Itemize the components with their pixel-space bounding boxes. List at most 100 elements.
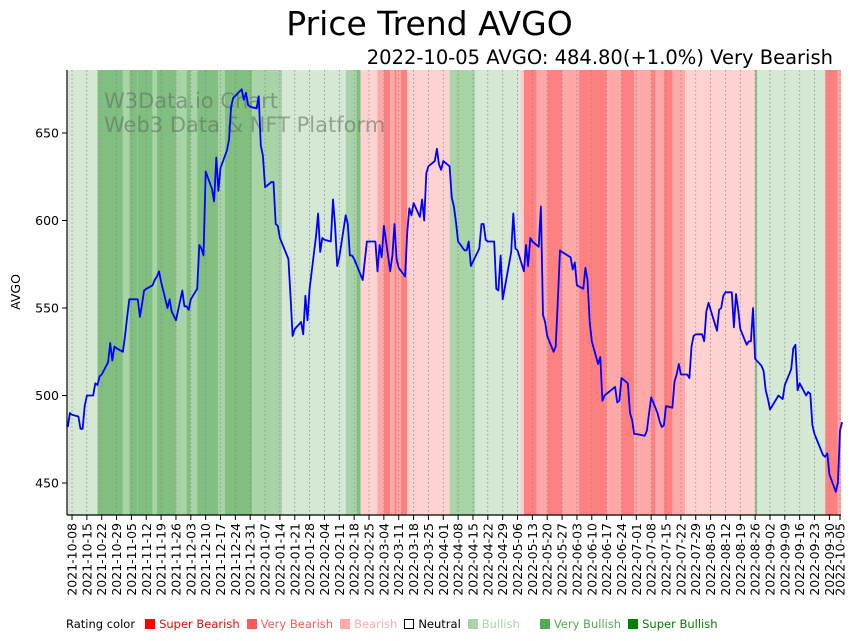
legend-swatch — [467, 619, 478, 629]
x-tick-label: 2022-07-15 — [659, 523, 674, 596]
rating-band — [547, 70, 563, 515]
rating-band — [579, 70, 607, 515]
x-tick-label: 2022-06-24 — [614, 523, 629, 596]
rating-band — [390, 70, 395, 515]
rating-band — [685, 70, 756, 515]
x-tick-label: 2022-01-14 — [272, 523, 287, 596]
rating-band — [651, 70, 656, 515]
x-tick-label: 2022-03-25 — [421, 523, 436, 596]
x-tick-label: 2022-09-09 — [777, 523, 792, 596]
x-tick-label: 2022-04-15 — [465, 523, 480, 596]
x-tick-label: 2022-05-06 — [510, 523, 525, 596]
legend-item-very-bullish: Very Bullish — [539, 617, 621, 631]
x-tick-label: 2022-01-07 — [258, 523, 273, 596]
x-tick-label: 2022-03-04 — [376, 523, 391, 596]
rating-band — [634, 70, 652, 515]
rating-band — [396, 70, 401, 515]
x-tick-label: 2022-04-29 — [495, 523, 510, 596]
x-tick-label: 2022-04-22 — [480, 523, 495, 596]
rating-band — [755, 70, 758, 515]
x-tick-label: 2022-08-19 — [733, 523, 748, 596]
x-tick-label: 2021-11-26 — [168, 523, 183, 596]
rating-band — [67, 70, 98, 515]
rating-band — [519, 70, 524, 515]
legend-label: Neutral — [418, 617, 461, 631]
x-tick-label: 2022-04-01 — [436, 523, 451, 596]
x-tick-label: 2022-06-10 — [584, 523, 599, 596]
x-tick-label: 2021-10-29 — [109, 523, 124, 596]
rating-band — [152, 70, 157, 515]
rating-band — [224, 70, 253, 515]
rating-band — [137, 70, 153, 515]
chart-title: Price Trend AVGO — [286, 4, 573, 43]
rating-band — [156, 70, 176, 515]
x-tick-label: 2021-12-10 — [198, 523, 213, 596]
x-tick-label: 2022-01-21 — [287, 523, 302, 596]
x-tick-label: 2022-06-17 — [599, 523, 614, 596]
rating-band — [655, 70, 664, 515]
legend-swatch — [340, 619, 351, 629]
rating-band — [197, 70, 219, 515]
rating-band — [400, 70, 408, 515]
x-tick-label: 2021-12-17 — [213, 523, 228, 596]
x-tick-label: 2022-04-08 — [451, 523, 466, 596]
x-tick-label: 2021-10-15 — [79, 523, 94, 596]
x-ticks: 2021-10-08 2021-10-15 2021-10-22 2021-10-29… — [65, 515, 848, 596]
x-tick-label: 2022-06-03 — [569, 523, 584, 596]
rating-band — [837, 70, 841, 515]
legend-swatch — [246, 619, 257, 629]
x-tick-label: 2022-02-25 — [362, 523, 377, 596]
rating-band — [97, 70, 123, 515]
y-axis-label: AVGO — [8, 274, 23, 310]
legend-item-bearish: Bearish — [340, 617, 397, 631]
legend-title: Rating color — [66, 617, 136, 631]
rating-band — [360, 70, 378, 515]
x-tick-label: 2021-11-12 — [139, 523, 154, 596]
legend-label: Bearish — [354, 617, 398, 631]
axes — [66, 70, 841, 516]
legend-label: Bullish — [481, 617, 520, 631]
rating-band — [562, 70, 580, 515]
x-tick-label: 2022-07-22 — [673, 523, 688, 596]
rating-band — [218, 70, 225, 515]
rating-band — [129, 70, 138, 515]
x-tick-label: 2022-08-05 — [703, 523, 718, 596]
x-tick-label: 2022-09-30 — [822, 523, 837, 596]
legend-label: Super Bearish — [159, 617, 240, 631]
x-tick-label: 2021-12-31 — [243, 523, 258, 596]
x-tick-label: 2022-03-11 — [391, 523, 406, 596]
x-tick-label: 2022-07-29 — [688, 523, 703, 596]
y-ticks: 450 500 550 600 650 — [35, 126, 67, 491]
legend-swatch — [145, 619, 156, 629]
x-tick-label: 2022-01-28 — [302, 523, 317, 596]
rating-band — [186, 70, 191, 515]
y-tick-label: 600 — [35, 213, 59, 228]
x-tick-label: 2022-02-18 — [347, 523, 362, 596]
y-tick-label: 650 — [35, 126, 59, 141]
legend-label: Very Bearish — [260, 617, 334, 631]
x-tick-label: 2022-10-05 — [833, 523, 848, 596]
legend-swatch — [404, 619, 415, 629]
x-tick-label: 2022-08-12 — [718, 523, 733, 596]
x-tick-label: 2021-10-08 — [65, 523, 80, 596]
x-tick-label: 2021-12-24 — [228, 523, 243, 596]
rating-bands — [67, 70, 841, 515]
rating-band — [345, 70, 357, 515]
x-tick-label: 2022-05-20 — [540, 523, 555, 596]
legend-item-super-bullish: Super Bullish — [628, 617, 718, 631]
rating-band — [383, 70, 391, 515]
legend: Rating color Super Bearish Very Bearish Be… — [66, 617, 725, 631]
x-tick-label: 2022-08-26 — [748, 523, 763, 596]
rating-band — [825, 70, 838, 515]
legend-swatch — [628, 619, 639, 629]
rating-band — [394, 70, 397, 515]
rating-band — [122, 70, 130, 515]
x-tick-label: 2021-12-03 — [183, 523, 198, 596]
x-tick-label: 2022-07-01 — [629, 523, 644, 596]
rating-band — [672, 70, 686, 515]
rating-band — [252, 70, 283, 515]
legend-item-bullish: Bullish — [467, 617, 520, 631]
legend-item-neutral: Neutral — [404, 617, 461, 631]
chart-subtitle: 2022-10-05 AVGO: 484.80(+1.0%) Very Bear… — [366, 46, 833, 69]
x-tick-label: 2021-10-22 — [94, 523, 109, 596]
